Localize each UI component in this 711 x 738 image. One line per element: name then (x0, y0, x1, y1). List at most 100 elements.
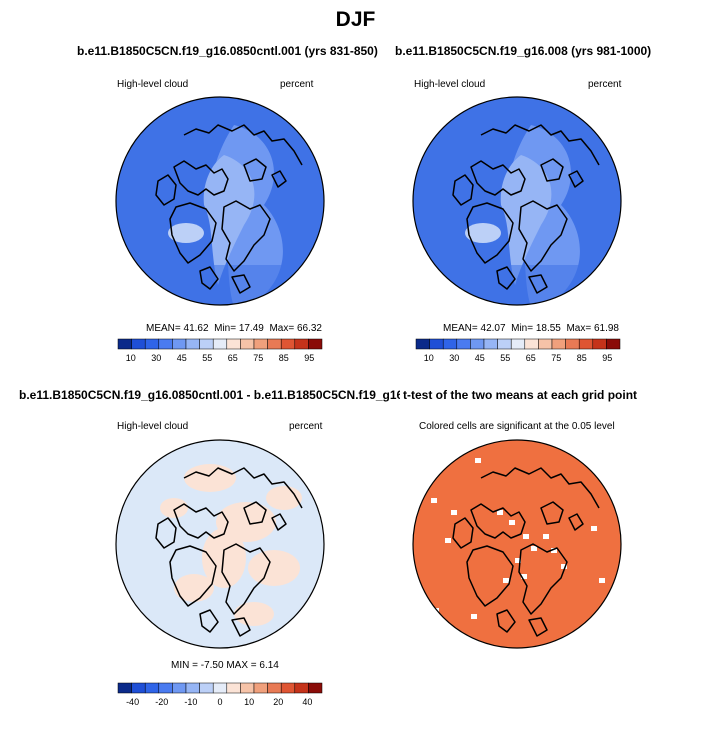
colorbar-cell (253, 338, 268, 350)
figure-title: DJF (335, 8, 376, 31)
colorbar-tick-label: 65 (228, 353, 238, 363)
map-boundary (412, 439, 622, 649)
field-insignificant-cell (591, 526, 597, 531)
panel3-right-label: percent (289, 421, 323, 432)
field-region (500, 155, 552, 285)
coastline (243, 158, 267, 182)
colorbar-cell (226, 338, 241, 350)
field-positive-region (248, 550, 300, 586)
colorbar-cell (415, 338, 430, 350)
colorbar-tick-label: 10 (244, 697, 254, 707)
panel1-map (115, 96, 325, 306)
panel2-map (412, 96, 622, 306)
coastline (169, 202, 217, 264)
colorbar-cell (267, 682, 282, 694)
panel3-colorbar: -40 -20 -10 0 10 20 40 (117, 682, 323, 707)
panel3-left-label: High-level cloud (117, 421, 189, 432)
coastline (540, 501, 564, 525)
colorbar-cell (456, 338, 471, 350)
colorbar-cell (185, 338, 200, 350)
coastline (271, 513, 287, 531)
colorbar-cell (551, 338, 566, 350)
panel4-map (412, 439, 622, 649)
coastline (480, 467, 600, 509)
colorbar-tick-label: -20 (155, 697, 168, 707)
coastline (199, 609, 219, 633)
coastline (199, 266, 219, 290)
panel1-left-label: High-level cloud (117, 79, 189, 90)
colorbar-tick-label: 85 (577, 353, 587, 363)
colorbar-cell (497, 338, 512, 350)
field-region (203, 155, 255, 285)
panel3-title: b.e11.B1850C5CN.f19_g16.0850cntl.001 - b… (19, 388, 427, 402)
coastline (568, 170, 584, 188)
coastline (155, 517, 177, 549)
colorbar-cell (212, 338, 228, 350)
panel2-colorbar: 10 30 45 55 65 75 85 95 (415, 338, 621, 363)
colorbar-cell (442, 338, 458, 350)
colorbar-cell (158, 682, 173, 694)
panel2-title: b.e11.B1850C5CN.f19_g16.008 (yrs 981-100… (395, 44, 652, 58)
colorbar-tick-label: 55 (202, 353, 212, 363)
colorbar-tick-label: 30 (151, 353, 161, 363)
colorbar-cell (308, 682, 323, 694)
colorbar-cell (524, 338, 539, 350)
panel3-min-value: -7.50 (200, 660, 224, 671)
colorbar-cell (280, 682, 296, 694)
colorbar-tick-label: 10 (424, 353, 434, 363)
colorbar-cell (565, 338, 580, 350)
field-maximum-region (168, 223, 204, 243)
panel3-map (115, 439, 325, 649)
field-positive-region (184, 464, 236, 492)
colorbar-cell (185, 682, 200, 694)
panel1-mean-value: 41.62 (183, 323, 209, 334)
colorbar-cell (144, 338, 160, 350)
colorbar-cell (538, 338, 553, 350)
colorbar-tick-label: -10 (184, 697, 197, 707)
colorbar-cell (470, 338, 485, 350)
panel1-min-value: 17.49 (238, 323, 264, 334)
field-insignificant-cell (523, 534, 529, 539)
coastline (466, 545, 514, 607)
colorbar-cell (131, 682, 146, 694)
coastline (528, 274, 548, 294)
colorbar-tick-label: 30 (449, 353, 459, 363)
panel1-mean-label: MEAN= (146, 323, 181, 334)
field-region (413, 265, 621, 305)
panel2-mean-label: MEAN= (443, 323, 478, 334)
colorbar-tick-label: 20 (273, 697, 283, 707)
field-insignificant-cell (531, 546, 537, 551)
field-insignificant-cell (521, 574, 527, 579)
coastline (271, 170, 287, 188)
field-insignificant-cell (551, 548, 557, 553)
colorbar-cell (226, 682, 241, 694)
panel1-max-value: 66.32 (296, 323, 322, 334)
panel1-right-label: percent (280, 79, 314, 90)
colorbar-cell (429, 338, 444, 350)
panel2-mean-value: 42.07 (480, 323, 506, 334)
colorbar-tick-label: 0 (217, 697, 222, 707)
coastline (183, 124, 303, 166)
colorbar-cell (294, 682, 309, 694)
panel2-min-value: 18.55 (535, 323, 561, 334)
field-insignificant-cell (515, 558, 521, 563)
colorbar-tick-label: 85 (279, 353, 289, 363)
colorbar-cell (172, 682, 187, 694)
field-insignificant-cell (431, 498, 437, 503)
colorbar-tick-label: 45 (177, 353, 187, 363)
field-insignificant-cell (503, 578, 509, 583)
coastline (470, 160, 526, 196)
coastline (518, 200, 568, 272)
field-region (116, 265, 324, 305)
colorbar-tick-label: 75 (551, 353, 561, 363)
panel1-colorbar: 10 30 45 55 65 75 85 95 (117, 338, 323, 363)
coastline (155, 174, 177, 206)
colorbar-cell (280, 338, 296, 350)
colorbar-cell (606, 338, 621, 350)
colorbar-cell (144, 682, 160, 694)
field-maximum-region (465, 223, 501, 243)
coastline (173, 160, 229, 196)
panel2-left-label: High-level cloud (414, 79, 486, 90)
colorbar-tick-label: 95 (304, 353, 314, 363)
coastline (243, 501, 267, 525)
